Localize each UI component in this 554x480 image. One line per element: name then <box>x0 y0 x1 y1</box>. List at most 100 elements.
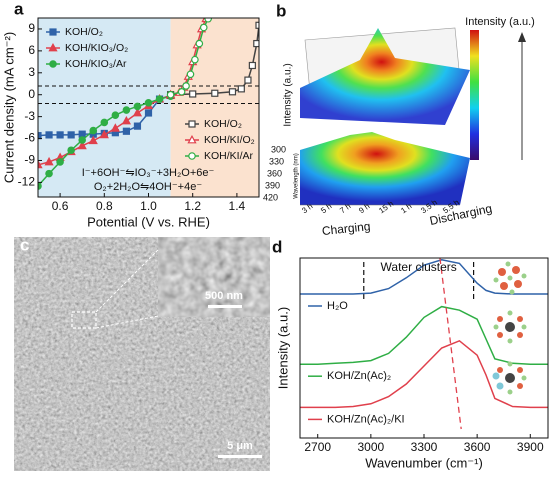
annotation: I⁻+6OH⁻⇋IO₃⁻+3H₂O+6e⁻ <box>82 167 215 179</box>
molecule-icon <box>493 310 527 344</box>
legend-label: KOH/Zn(Ac)₂/KI <box>327 413 405 425</box>
marker <box>244 76 252 84</box>
y-tick-label: 6 <box>28 43 35 57</box>
marker <box>48 42 58 52</box>
marker <box>38 132 42 140</box>
colorbar <box>470 30 479 160</box>
y-tick-label: 0 <box>28 87 35 101</box>
legend-label: H₂O <box>327 300 348 312</box>
plot-frame <box>299 257 549 439</box>
marker <box>133 102 142 111</box>
molecule-icons <box>492 261 527 395</box>
marker <box>88 135 98 145</box>
marker <box>38 159 43 169</box>
marker <box>155 95 164 103</box>
panel-label: a <box>14 0 24 18</box>
marker <box>166 90 175 99</box>
marker <box>188 120 196 128</box>
y-tick-label: -9 <box>24 153 35 167</box>
marker <box>111 111 120 119</box>
panel-label: b <box>276 1 286 20</box>
marker <box>255 21 259 29</box>
series-line <box>300 339 548 409</box>
surface-bottom <box>300 132 470 205</box>
sem-inset <box>157 236 271 318</box>
marker <box>49 28 57 36</box>
y-tick-label: 3 <box>28 65 35 79</box>
marker <box>248 61 256 70</box>
marker <box>253 39 259 48</box>
scale-bar <box>218 455 262 458</box>
plot-area <box>300 258 548 430</box>
marker <box>67 131 75 139</box>
marker <box>110 123 120 132</box>
marker <box>187 134 197 144</box>
panel-a: 0.6 0.8 1.0 1.2 1.4 -12 -9 -6 -3 0 3 6 9 Potential (V… <box>1 17 260 229</box>
marker <box>182 82 190 90</box>
panel-b: b Intensity (a.u.) Intensity (a.u.) Wave… <box>263 1 535 238</box>
y-tick-label: 9 <box>28 21 35 35</box>
x-tick-label: 1.0 <box>140 199 157 213</box>
y-axis-label: Current density (mA cm⁻²) <box>1 32 16 183</box>
scale-label: 5 μm <box>227 440 253 452</box>
y-axis-label: Intensity (a.u.) <box>275 307 290 389</box>
plot-area <box>38 18 259 197</box>
marker <box>67 146 75 155</box>
y-tick-label: -6 <box>24 131 35 145</box>
charging-label: Charging <box>321 219 371 238</box>
y-tick-label: -12 <box>18 175 36 189</box>
marker <box>204 18 212 23</box>
x-tick-label: 3900 <box>517 440 544 454</box>
marker <box>177 87 186 96</box>
legend-label: KOH/KIO₃/O₂ <box>65 42 128 54</box>
colorbar-label: Intensity (a.u.) <box>465 16 535 28</box>
legend-label: KOH/O₂ <box>65 26 103 38</box>
marker <box>45 131 53 139</box>
x-tick-label: 0.6 <box>52 199 69 213</box>
legend-label: KOH/O₂ <box>204 118 242 130</box>
molecule-icon <box>492 361 527 395</box>
marker <box>188 152 196 160</box>
marker <box>56 131 64 139</box>
zoom-box <box>71 311 97 329</box>
guide-line <box>439 258 462 430</box>
marker <box>228 88 237 96</box>
x-tick-label: 1.2 <box>184 199 201 213</box>
annotation: Water clusters <box>381 260 457 274</box>
scale-bar <box>208 305 242 308</box>
surface-top <box>300 28 470 125</box>
x-tick-label: 1.4 <box>229 199 246 213</box>
x-tick-label: 3000 <box>358 440 385 454</box>
x-tick-label: 2700 <box>304 440 331 454</box>
marker <box>56 158 64 166</box>
marker <box>199 23 208 32</box>
x-tick-label: 3300 <box>411 440 438 454</box>
y-tick-label: -3 <box>24 109 35 123</box>
marker <box>186 70 195 79</box>
marker <box>77 140 87 150</box>
marker <box>191 55 199 64</box>
annotation: O₂+2H₂O⇋4OH⁻+4e⁻ <box>94 181 202 193</box>
legend-label: KOH/Zn(Ac)₂ <box>327 370 391 382</box>
panel-label: d <box>272 237 282 256</box>
panel-c: c 500 nm 5 μm <box>14 235 271 471</box>
x-tick-label: 0.8 <box>96 199 113 213</box>
panel-d: 2700 3000 3300 3600 3900 Wavenumber (cm⁻¹) Int… <box>275 257 549 470</box>
z-label: Intensity (a.u.) <box>283 63 294 126</box>
marker <box>121 115 132 125</box>
series-line <box>300 305 548 365</box>
marker <box>49 60 57 68</box>
x-axis-label: Wavenumber (cm⁻¹) <box>365 455 483 470</box>
scale-label: 500 nm <box>205 290 243 302</box>
zoom-line <box>95 315 159 329</box>
y-label: Wavelength (nm) <box>294 153 300 198</box>
marker <box>78 136 87 144</box>
marker <box>45 169 53 178</box>
marker <box>44 156 54 166</box>
legend-label: KOH/KI/Ar <box>204 150 254 162</box>
marker <box>122 106 131 114</box>
legend-label: KOH/KI/O₂ <box>204 134 255 146</box>
marker <box>237 85 245 93</box>
region <box>170 18 259 197</box>
